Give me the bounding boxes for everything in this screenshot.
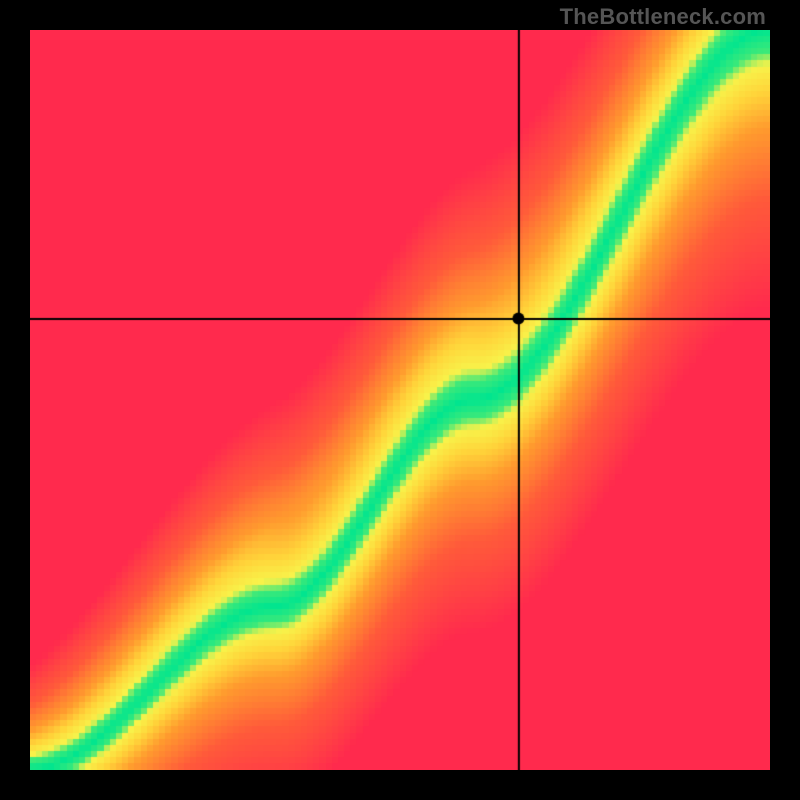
chart-container: TheBottleneck.com — [0, 0, 800, 800]
watermark-text: TheBottleneck.com — [560, 4, 766, 30]
bottleneck-heatmap — [30, 30, 770, 770]
